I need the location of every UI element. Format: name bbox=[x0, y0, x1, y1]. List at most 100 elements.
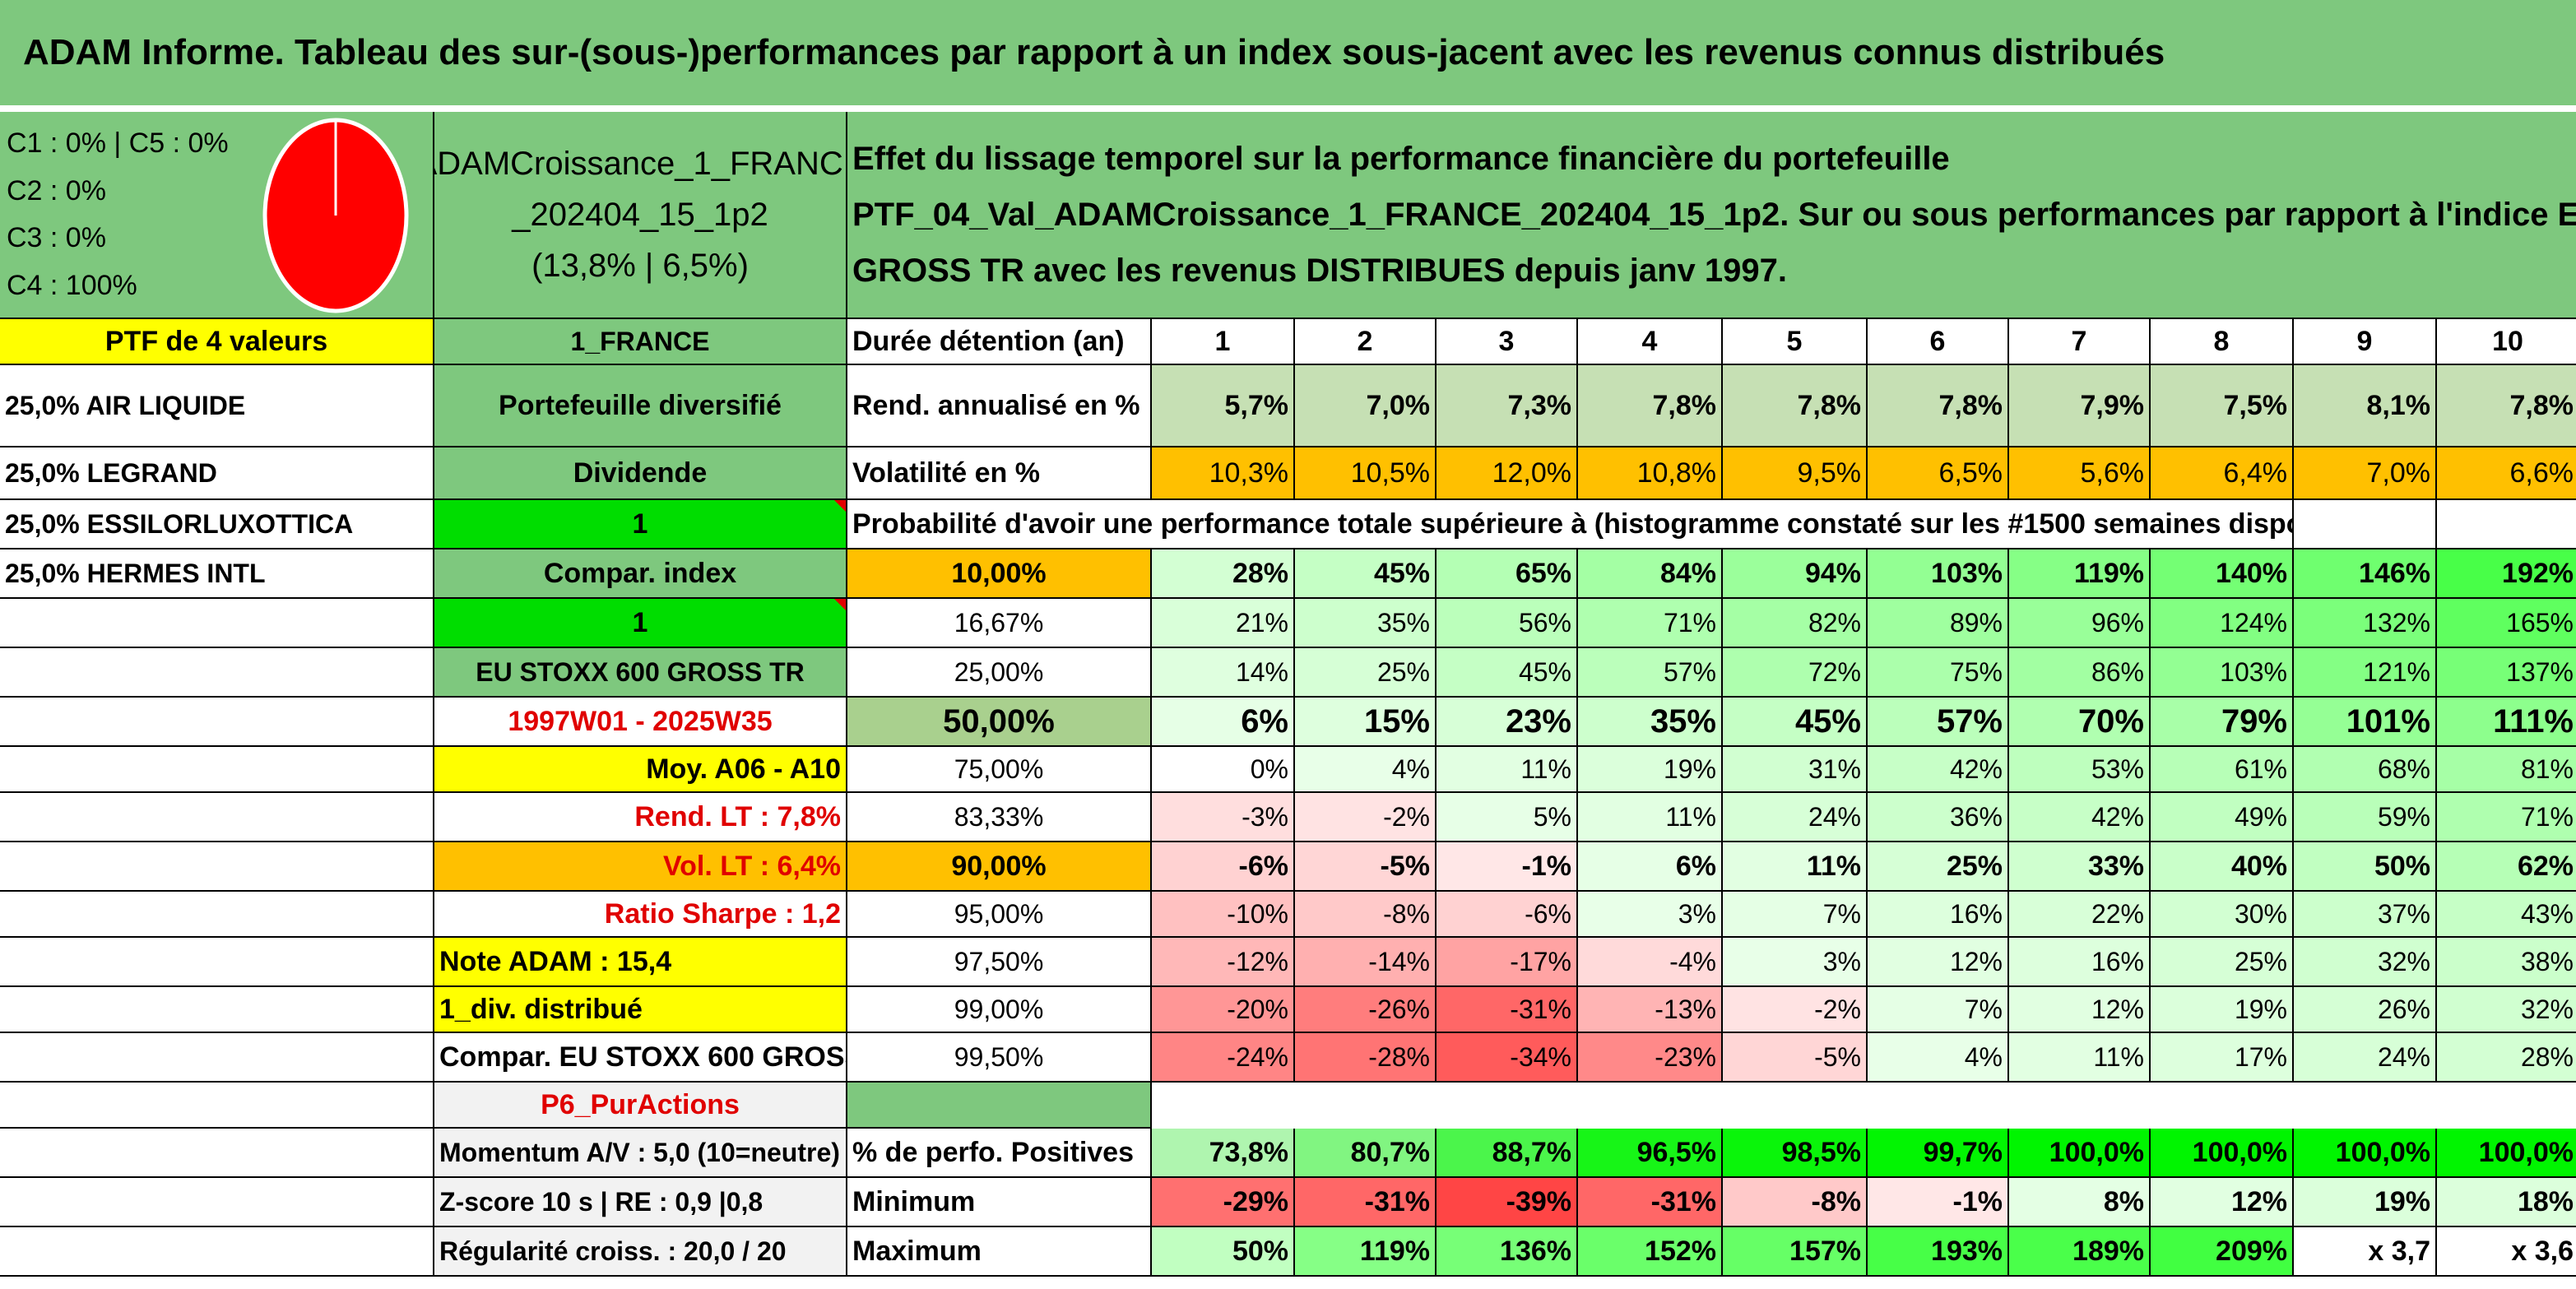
quantile-cell: 75% bbox=[1868, 648, 2009, 698]
quantile-cell: -17% bbox=[1437, 938, 1578, 987]
year-header: 9 bbox=[2294, 319, 2437, 365]
rend-cell: 7,8% bbox=[1723, 365, 1868, 447]
quantile-cell: 132% bbox=[2294, 599, 2437, 648]
quantile-cell: 79% bbox=[2151, 698, 2294, 747]
max-cell: 50% bbox=[1152, 1227, 1295, 1277]
quantile-cell: -34% bbox=[1437, 1033, 1578, 1083]
pos-cell: 73,8% bbox=[1152, 1129, 1295, 1178]
min-cell: -1% bbox=[1868, 1178, 2009, 1227]
quantile-cell: -24% bbox=[1152, 1033, 1295, 1083]
max-cell: 152% bbox=[1578, 1227, 1723, 1277]
info-p6: P6_PurActions bbox=[434, 1083, 847, 1129]
info-compar-value: 1 bbox=[434, 599, 847, 648]
quantile-cell: 103% bbox=[2151, 648, 2294, 698]
quantile-cell: -4% bbox=[1578, 938, 1723, 987]
quantile-cell: -6% bbox=[1437, 892, 1578, 938]
empty-cell bbox=[2437, 500, 2576, 549]
quantile-cell: 32% bbox=[2437, 987, 2576, 1033]
year-header: 7 bbox=[2009, 319, 2151, 365]
max-cell: 209% bbox=[2151, 1227, 2294, 1277]
holding-row: 25,0% HERMES INTL bbox=[0, 549, 434, 599]
vol-cell: 7,0% bbox=[2294, 447, 2437, 500]
quantile-cell: 89% bbox=[1868, 599, 2009, 648]
quantile-cell: 7% bbox=[1868, 987, 2009, 1033]
quantile-label: 25,00% bbox=[847, 648, 1152, 698]
quantile-cell: -10% bbox=[1152, 892, 1295, 938]
quantile-cell: -2% bbox=[1723, 987, 1868, 1033]
quantile-cell: 30% bbox=[2151, 892, 2294, 938]
min-cell: -8% bbox=[1723, 1178, 1868, 1227]
quantile-cell: 15% bbox=[1295, 698, 1437, 747]
min-cell: -31% bbox=[1578, 1178, 1723, 1227]
year-header: 2 bbox=[1295, 319, 1437, 365]
max-label: Maximum bbox=[847, 1227, 1152, 1277]
composition-line: C2 : 0% bbox=[7, 174, 106, 206]
holding-row: 25,0% AIR LIQUIDE bbox=[0, 365, 434, 447]
composition-pie bbox=[262, 118, 409, 313]
empty-cell bbox=[0, 1033, 434, 1083]
quantile-cell: 21% bbox=[1152, 599, 1295, 648]
rend-cell: 7,9% bbox=[2009, 365, 2151, 447]
quantile-label: 75,00% bbox=[847, 747, 1152, 793]
quantile-cell: -5% bbox=[1723, 1033, 1868, 1083]
description-line: GROSS TR avec les revenus DISTRIBUES dep… bbox=[852, 253, 1787, 289]
quantile-cell: -1% bbox=[1437, 842, 1578, 892]
quantile-cell: 6% bbox=[1152, 698, 1295, 747]
vol-cell: 5,6% bbox=[2009, 447, 2151, 500]
quantile-cell: 59% bbox=[2294, 793, 2437, 842]
quantile-cell: 38% bbox=[2437, 938, 2576, 987]
quantile-cell: 25% bbox=[2151, 938, 2294, 987]
pos-cell: 100,0% bbox=[2294, 1129, 2437, 1178]
quantile-cell: -20% bbox=[1152, 987, 1295, 1033]
quantile-cell: 42% bbox=[2009, 793, 2151, 842]
max-cell: x 3,7 bbox=[2294, 1227, 2437, 1277]
quantile-cell: -23% bbox=[1578, 1033, 1723, 1083]
vol-cell: 9,5% bbox=[1723, 447, 1868, 500]
min-cell: 19% bbox=[2294, 1178, 2437, 1227]
quantile-cell: 16% bbox=[2009, 938, 2151, 987]
empty-cell bbox=[0, 599, 434, 648]
holding-row: 25,0% LEGRAND bbox=[0, 447, 434, 500]
quantile-cell: 50% bbox=[2294, 842, 2437, 892]
fund-name-line: _202404_15_1p2 bbox=[512, 197, 768, 233]
quantile-cell: 33% bbox=[2009, 842, 2151, 892]
quantile-cell: 53% bbox=[2009, 747, 2151, 793]
quantile-cell: 84% bbox=[1578, 549, 1723, 599]
quantile-cell: 70% bbox=[2009, 698, 2151, 747]
pos-cell: 100,0% bbox=[2437, 1129, 2576, 1178]
quantile-cell: 45% bbox=[1437, 648, 1578, 698]
pos-cell: 88,7% bbox=[1437, 1129, 1578, 1178]
quantile-cell: 36% bbox=[1868, 793, 2009, 842]
quantile-cell: 137% bbox=[2437, 648, 2576, 698]
quantile-cell: 119% bbox=[2009, 549, 2151, 599]
min-cell: -29% bbox=[1152, 1178, 1295, 1227]
fund-name-line: (13,8% | 6,5%) bbox=[531, 248, 749, 284]
rend-cell: 8,1% bbox=[2294, 365, 2437, 447]
quantile-cell: -14% bbox=[1295, 938, 1437, 987]
composition-line: C3 : 0% bbox=[7, 222, 106, 254]
quantile-cell: 42% bbox=[1868, 747, 2009, 793]
min-cell: 18% bbox=[2437, 1178, 2576, 1227]
rend-cell: 7,3% bbox=[1437, 365, 1578, 447]
info-sharpe: Ratio Sharpe : 1,2 bbox=[434, 892, 847, 938]
quantile-cell: 103% bbox=[1868, 549, 2009, 599]
quantile-cell: 16% bbox=[1868, 892, 2009, 938]
quantile-cell: 86% bbox=[2009, 648, 2151, 698]
pos-cell: 100,0% bbox=[2009, 1129, 2151, 1178]
quantile-cell: 45% bbox=[1723, 698, 1868, 747]
quantile-cell: 28% bbox=[2437, 1033, 2576, 1083]
year-header: 6 bbox=[1868, 319, 2009, 365]
empty-cell bbox=[0, 1178, 434, 1227]
empty-cell bbox=[0, 1129, 434, 1178]
quantile-cell: 43% bbox=[2437, 892, 2576, 938]
info-dividende-label: Dividende bbox=[434, 447, 847, 500]
prob-header: Probabilité d'avoir une performance tota… bbox=[847, 500, 2294, 549]
quantile-cell: 26% bbox=[2294, 987, 2437, 1033]
empty-cell bbox=[0, 1083, 434, 1129]
duree-label: Durée détention (an) bbox=[847, 319, 1152, 365]
empty-cell bbox=[0, 892, 434, 938]
info-momentum: Momentum A/V : 5,0 (10=neutre) bbox=[434, 1129, 847, 1178]
quantile-cell: 11% bbox=[1437, 747, 1578, 793]
quantile-label: 50,00% bbox=[847, 698, 1152, 747]
rend-cell: 7,5% bbox=[2151, 365, 2294, 447]
